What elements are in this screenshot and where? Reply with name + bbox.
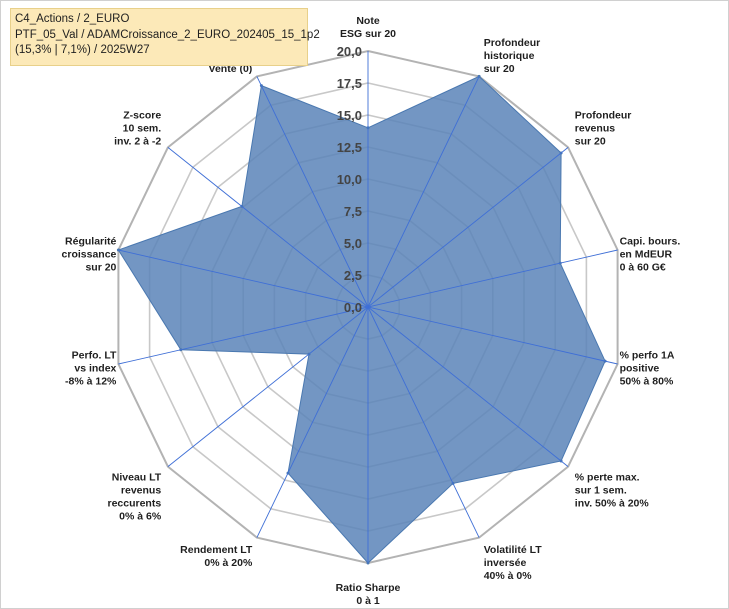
category-label-line: Rendement LT [180, 544, 253, 556]
category-label-line: Perfo. LT [72, 350, 117, 362]
category-label-line: Niveau LT [112, 471, 162, 483]
radial-tick-labels: 0,0 2,5 5,0 7,5 10,0 12,5 15,0 17,5 20,0 [337, 44, 362, 315]
category-label: Z-score 10 sem. inv. 2 à -2 [114, 110, 161, 148]
tick-label: 15,0 [337, 108, 362, 123]
category-label-line: Régularité [65, 236, 117, 248]
category-label-line: 0% à 20% [204, 557, 253, 569]
category-label: Régularité croissance sur 20 [62, 236, 117, 274]
category-label-line: sur 20 [575, 136, 606, 148]
axis-spoke [367, 249, 618, 308]
category-label-line: 0 à 60 G€ [620, 262, 666, 274]
category-label-line: Volatilité LT [484, 544, 543, 556]
tick-label: 5,0 [344, 236, 362, 251]
axis-spoke [367, 306, 569, 467]
category-label-line: inversée [484, 557, 527, 569]
axis-spoke [256, 306, 369, 538]
category-label: % perfo 1A positive 50% à 80% [620, 350, 675, 388]
category-label: Volatilité LT inversée 40% à 0% [484, 544, 543, 582]
tick-label: 2,5 [344, 268, 362, 283]
category-label-line: ESG sur 20 [340, 28, 396, 40]
axis-spoke [256, 76, 369, 308]
axis-spoke [367, 147, 569, 308]
title-line-2: PTF_05_Val / ADAMCroissance_2_EURO_20240… [15, 28, 320, 41]
axis-spoke [118, 249, 369, 308]
axis-spoke [167, 147, 369, 308]
title-line-3: (15,3% | 7,1%) / 2025W27 [15, 44, 150, 56]
category-label-line: 10 sem. [123, 123, 162, 135]
category-label: Niveau LT revenus reccurents 0% à 6% [107, 471, 161, 522]
category-label: Rendement LT 0% à 20% [180, 544, 253, 569]
category-label-line: sur 1 sem. [575, 484, 627, 496]
tick-label: 20,0 [337, 44, 362, 59]
category-label-line: Capi. bours. [620, 236, 681, 248]
title-line-1: C4_Actions / 2_EURO [15, 13, 130, 25]
category-label-line: % perfo 1A [620, 350, 675, 362]
category-label-line: inv. 50% à 20% [575, 497, 650, 509]
category-label: % perte max. sur 1 sem. inv. 50% à 20% [575, 471, 650, 509]
radar-spokes [118, 51, 618, 563]
category-label-line: 40% à 0% [484, 570, 533, 582]
category-label-line: Profondeur [575, 110, 632, 122]
axis-spoke [118, 306, 369, 365]
category-label: Profondeur historique sur 20 [484, 37, 541, 75]
category-label-line: -8% à 12% [65, 376, 117, 388]
category-label-line: 50% à 80% [620, 376, 674, 388]
axis-spoke [367, 306, 618, 365]
category-label-line: historique [484, 50, 535, 62]
axis-spoke [167, 306, 369, 467]
category-label-line: sur 20 [85, 262, 116, 274]
category-label-line: revenus [575, 123, 615, 135]
category-label-line: Profondeur [484, 37, 541, 49]
category-label-line: croissance [62, 249, 117, 261]
tick-label: 12,5 [337, 140, 362, 155]
category-label-line: vs index [74, 363, 116, 375]
tick-label: 0,0 [344, 300, 362, 315]
category-label-line: 0 à 1 [356, 595, 380, 607]
tick-label: 7,5 [344, 204, 362, 219]
category-label-line: Z-score [123, 110, 161, 122]
category-label-line: sur 20 [484, 63, 515, 75]
category-label-line: revenus [121, 484, 161, 496]
axis-spoke [367, 306, 480, 538]
category-label: Ratio Sharpe 0 à 1 [336, 582, 401, 607]
category-label-line: 0% à 6% [119, 510, 162, 522]
category-label-line: % perte max. [575, 471, 640, 483]
chart-title-box: C4_Actions / 2_EURO PTF_05_Val / ADAMCro… [10, 8, 320, 66]
axis-spoke [367, 76, 480, 308]
category-label: Profondeur revenus sur 20 [575, 110, 632, 148]
category-label-line: en MdEUR [620, 249, 673, 261]
category-label-line: inv. 2 à -2 [114, 136, 161, 148]
category-label: Note ESG sur 20 [340, 15, 396, 40]
category-label-line: positive [620, 363, 660, 375]
category-label-line: reccurents [107, 497, 161, 509]
category-label: Perfo. LT vs index -8% à 12% [65, 350, 117, 388]
tick-label: 17,5 [337, 76, 362, 91]
category-label-line: Ratio Sharpe [336, 582, 401, 594]
category-label: Capi. bours. en MdEUR 0 à 60 G€ [620, 236, 681, 274]
category-label-line: Note [356, 15, 379, 27]
tick-label: 10,0 [337, 172, 362, 187]
